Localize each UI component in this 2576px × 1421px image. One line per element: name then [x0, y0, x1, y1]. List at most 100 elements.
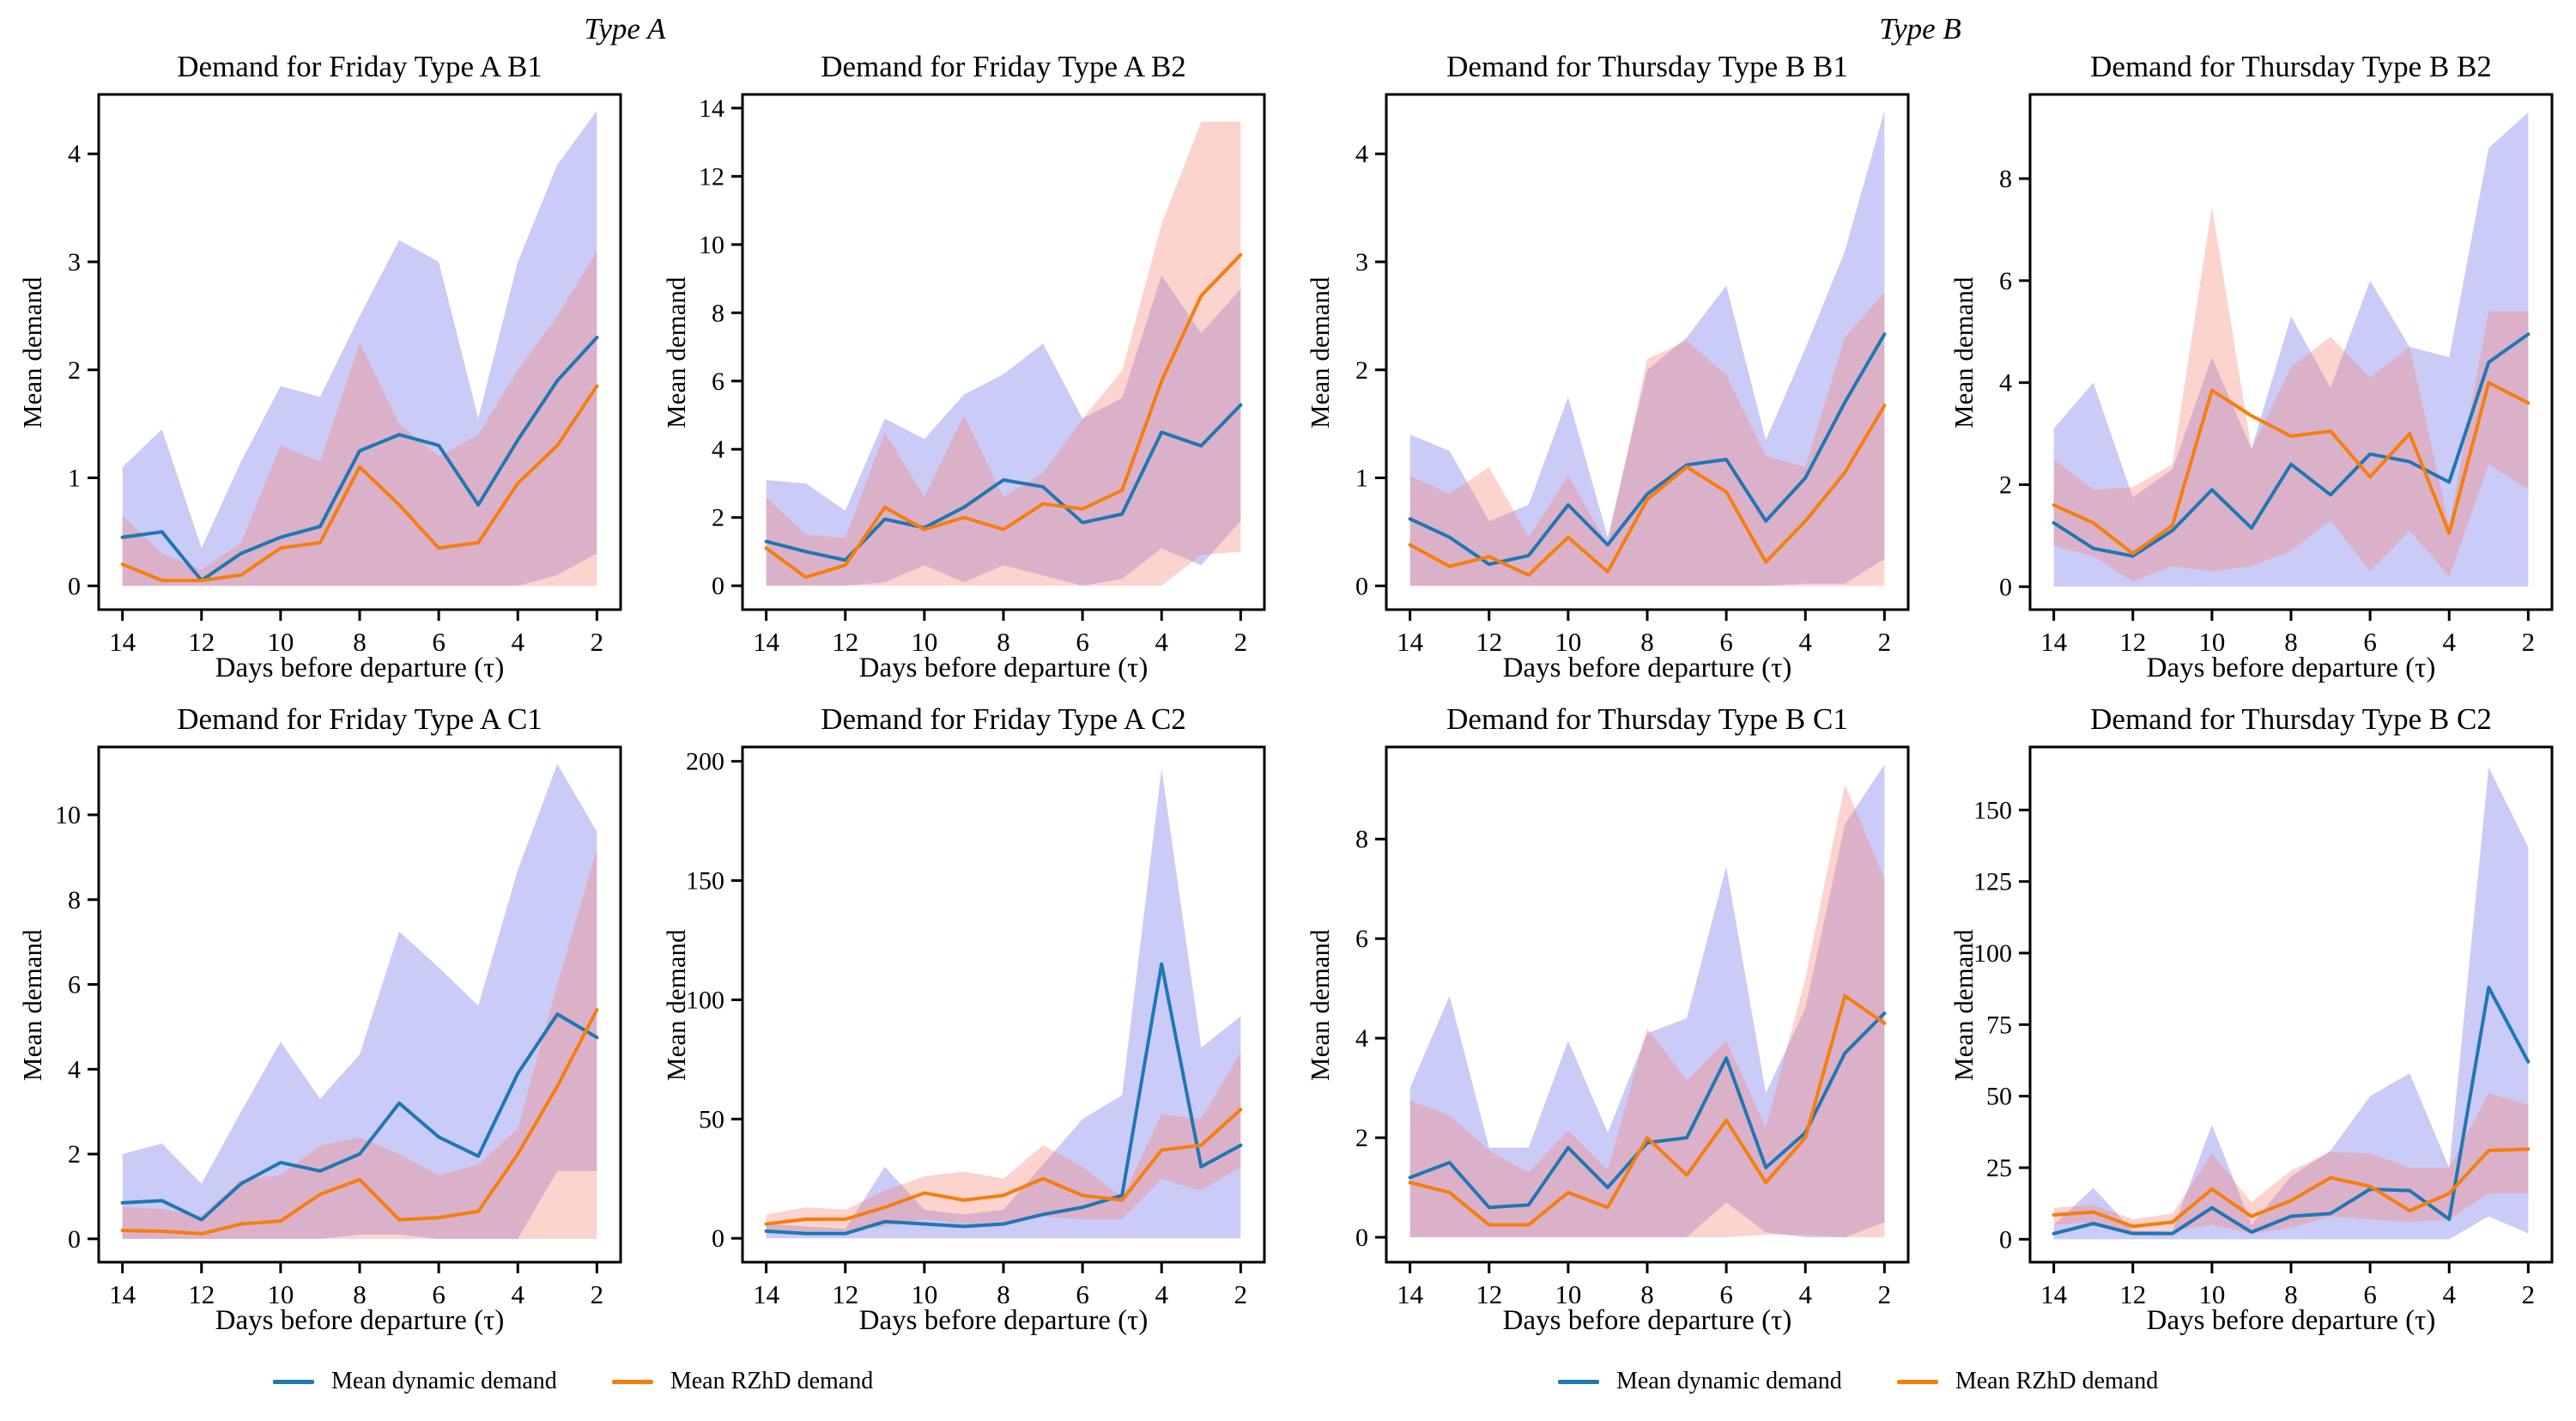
x-axis-label: Days before departure (τ) [215, 1305, 505, 1336]
group-header-type-b: Type B [1879, 12, 1961, 46]
svg-text:4: 4 [1155, 1279, 1168, 1303]
plot-friday-a-c2: 0 50 100 150 200 14 12 10 8 6 4 2 [686, 745, 1266, 1303]
plot-thursday-b-b2: 0 2 4 6 8 14 12 10 8 6 4 2 [1999, 93, 2554, 651]
svg-text:12: 12 [188, 627, 215, 651]
svg-text:2: 2 [1999, 471, 2012, 499]
svg-text:4: 4 [511, 627, 524, 651]
svg-text:8: 8 [353, 627, 367, 651]
svg-text:6: 6 [432, 1279, 445, 1303]
chart-title: Demand for Friday Type A B2 [821, 50, 1186, 83]
svg-text:6: 6 [712, 367, 724, 396]
svg-text:4: 4 [1355, 140, 1368, 168]
svg-text:10: 10 [699, 231, 724, 259]
chart-panel-thursday-b-b2: Demand for Thursday Type B B2 Mean deman… [1931, 48, 2575, 701]
svg-text:4: 4 [1798, 1279, 1812, 1303]
svg-text:2: 2 [2522, 627, 2536, 651]
svg-text:2: 2 [591, 1279, 604, 1303]
chart-panel-thursday-b-c2: Demand for Thursday Type B C2 Mean deman… [1931, 701, 2575, 1353]
svg-text:4: 4 [1355, 1024, 1368, 1053]
svg-text:8: 8 [712, 299, 724, 327]
svg-text:6: 6 [1719, 1279, 1733, 1303]
svg-text:6: 6 [1355, 925, 1368, 953]
svg-text:0: 0 [712, 572, 724, 600]
svg-text:4: 4 [1798, 627, 1812, 651]
x-axis-label: Days before departure (τ) [2146, 653, 2436, 683]
chart-panel-thursday-b-b1: Demand for Thursday Type B B1 Mean deman… [1288, 48, 1931, 701]
svg-text:2: 2 [68, 356, 81, 385]
svg-text:0: 0 [1999, 1225, 2012, 1254]
svg-text:1: 1 [68, 465, 81, 493]
legend-label-rzhd: Mean RZhD demand [1955, 1368, 2159, 1394]
svg-text:8: 8 [997, 1279, 1010, 1303]
legend-type-a: Mean dynamic demand Mean RZhD demand [273, 1368, 873, 1395]
chart-title: Demand for Friday Type A C1 [177, 702, 542, 736]
legend-item-dynamic: Mean dynamic demand [1558, 1368, 1842, 1395]
plot-friday-a-c1: 0 2 4 6 8 10 14 12 10 8 6 4 2 [55, 745, 622, 1303]
svg-text:2: 2 [1355, 356, 1368, 385]
svg-text:150: 150 [686, 867, 724, 896]
svg-text:14: 14 [1397, 627, 1424, 651]
svg-text:10: 10 [1555, 1279, 1581, 1303]
svg-text:8: 8 [1999, 165, 2012, 193]
svg-text:12: 12 [832, 627, 858, 651]
svg-text:1: 1 [1355, 465, 1368, 493]
x-axis-label: Days before departure (τ) [858, 1305, 1149, 1336]
svg-text:14: 14 [109, 627, 136, 651]
x-axis-label: Days before departure (τ) [1502, 1305, 1792, 1336]
legend-line-rzhd-icon [1896, 1379, 1938, 1384]
svg-text:0: 0 [712, 1224, 724, 1253]
svg-text:6: 6 [1076, 627, 1089, 651]
x-axis-label: Days before departure (τ) [215, 653, 505, 683]
svg-text:2: 2 [1234, 1279, 1248, 1303]
legend-item-rzhd: Mean RZhD demand [611, 1368, 874, 1395]
legend-item-rzhd: Mean RZhD demand [1896, 1368, 2159, 1395]
x-axis-label: Days before departure (τ) [1502, 653, 1792, 683]
svg-text:4: 4 [712, 435, 724, 464]
chart-panel-friday-a-c1: Demand for Friday Type A C1 Mean demand … [0, 701, 644, 1353]
svg-text:2: 2 [1878, 1279, 1892, 1303]
chart-title: Demand for Thursday Type B C2 [2090, 702, 2492, 736]
svg-text:6: 6 [68, 971, 81, 999]
svg-text:4: 4 [68, 140, 81, 168]
svg-text:3: 3 [68, 248, 81, 276]
chart-panel-friday-a-b1: Demand for Friday Type A B1 Mean demand … [0, 48, 644, 701]
svg-text:4: 4 [68, 1055, 81, 1084]
svg-text:100: 100 [1973, 939, 2012, 968]
svg-text:8: 8 [68, 886, 81, 914]
svg-text:2: 2 [712, 504, 724, 532]
svg-text:4: 4 [511, 1279, 524, 1303]
chart-title: Demand for Thursday Type B C1 [1446, 702, 1848, 736]
svg-text:6: 6 [1076, 1279, 1089, 1303]
svg-text:4: 4 [2442, 627, 2456, 651]
svg-text:8: 8 [1355, 825, 1368, 853]
svg-text:14: 14 [1397, 1279, 1424, 1303]
svg-text:14: 14 [109, 1279, 136, 1303]
svg-text:0: 0 [1355, 1224, 1368, 1252]
svg-text:2: 2 [1234, 627, 1248, 651]
svg-text:14: 14 [2040, 1279, 2068, 1303]
svg-text:125: 125 [1973, 868, 2012, 896]
svg-text:6: 6 [432, 627, 445, 651]
svg-text:6: 6 [1719, 627, 1733, 651]
svg-text:12: 12 [699, 162, 724, 191]
svg-text:6: 6 [2363, 1279, 2377, 1303]
svg-text:4: 4 [1999, 369, 2012, 398]
legend-line-dynamic-icon [1558, 1379, 1599, 1384]
svg-text:100: 100 [686, 986, 724, 1014]
legend-label-rzhd: Mean RZhD demand [670, 1368, 874, 1394]
legend-label-dynamic: Mean dynamic demand [331, 1368, 557, 1394]
svg-text:8: 8 [1640, 627, 1654, 651]
svg-text:14: 14 [2040, 627, 2068, 651]
svg-text:14: 14 [753, 627, 780, 651]
svg-text:25: 25 [1986, 1154, 2012, 1182]
svg-text:4: 4 [2442, 1279, 2456, 1303]
svg-text:12: 12 [2119, 627, 2146, 651]
plot-thursday-b-c2: 0 25 50 75 100 125 150 14 12 10 8 6 4 2 [1973, 745, 2554, 1303]
legend-type-b: Mean dynamic demand Mean RZhD demand [1558, 1368, 2158, 1395]
plot-thursday-b-c1: 0 2 4 6 8 14 12 10 8 6 4 2 [1355, 745, 1910, 1303]
svg-text:10: 10 [2198, 1279, 2225, 1303]
chart-title: Demand for Thursday Type B B2 [2090, 50, 2492, 83]
svg-text:50: 50 [1986, 1083, 2012, 1111]
